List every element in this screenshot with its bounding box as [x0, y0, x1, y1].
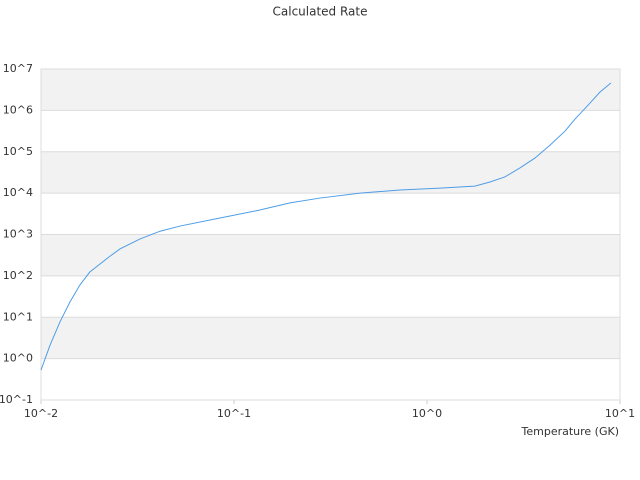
y-tick-label: 10^4 [3, 186, 33, 199]
grid-band [41, 69, 620, 111]
x-tick-label: 10^-1 [217, 407, 251, 420]
plot-frame [40, 68, 621, 401]
y-tick-label: 10^1 [3, 310, 33, 323]
y-tick-label: 10^-1 [0, 393, 33, 406]
x-tick-label: 10^0 [412, 407, 442, 420]
x-tick-label: 10^1 [605, 407, 635, 420]
y-tick-label: 10^2 [3, 269, 33, 282]
x-axis-label: Temperature (GK) [521, 425, 620, 438]
chart-title: Calculated Rate [273, 5, 368, 19]
y-tick-label: 10^6 [3, 103, 33, 116]
grid-band [41, 317, 620, 359]
grid-band [41, 234, 620, 276]
y-tick-label: 10^7 [3, 62, 33, 75]
y-tick-label: 10^0 [3, 352, 33, 365]
y-tick-label: 10^5 [3, 145, 33, 158]
x-tick-label: 10^-2 [24, 407, 58, 420]
data-line [40, 82, 612, 371]
y-tick-label: 10^3 [3, 228, 33, 241]
grid-band [41, 151, 620, 194]
